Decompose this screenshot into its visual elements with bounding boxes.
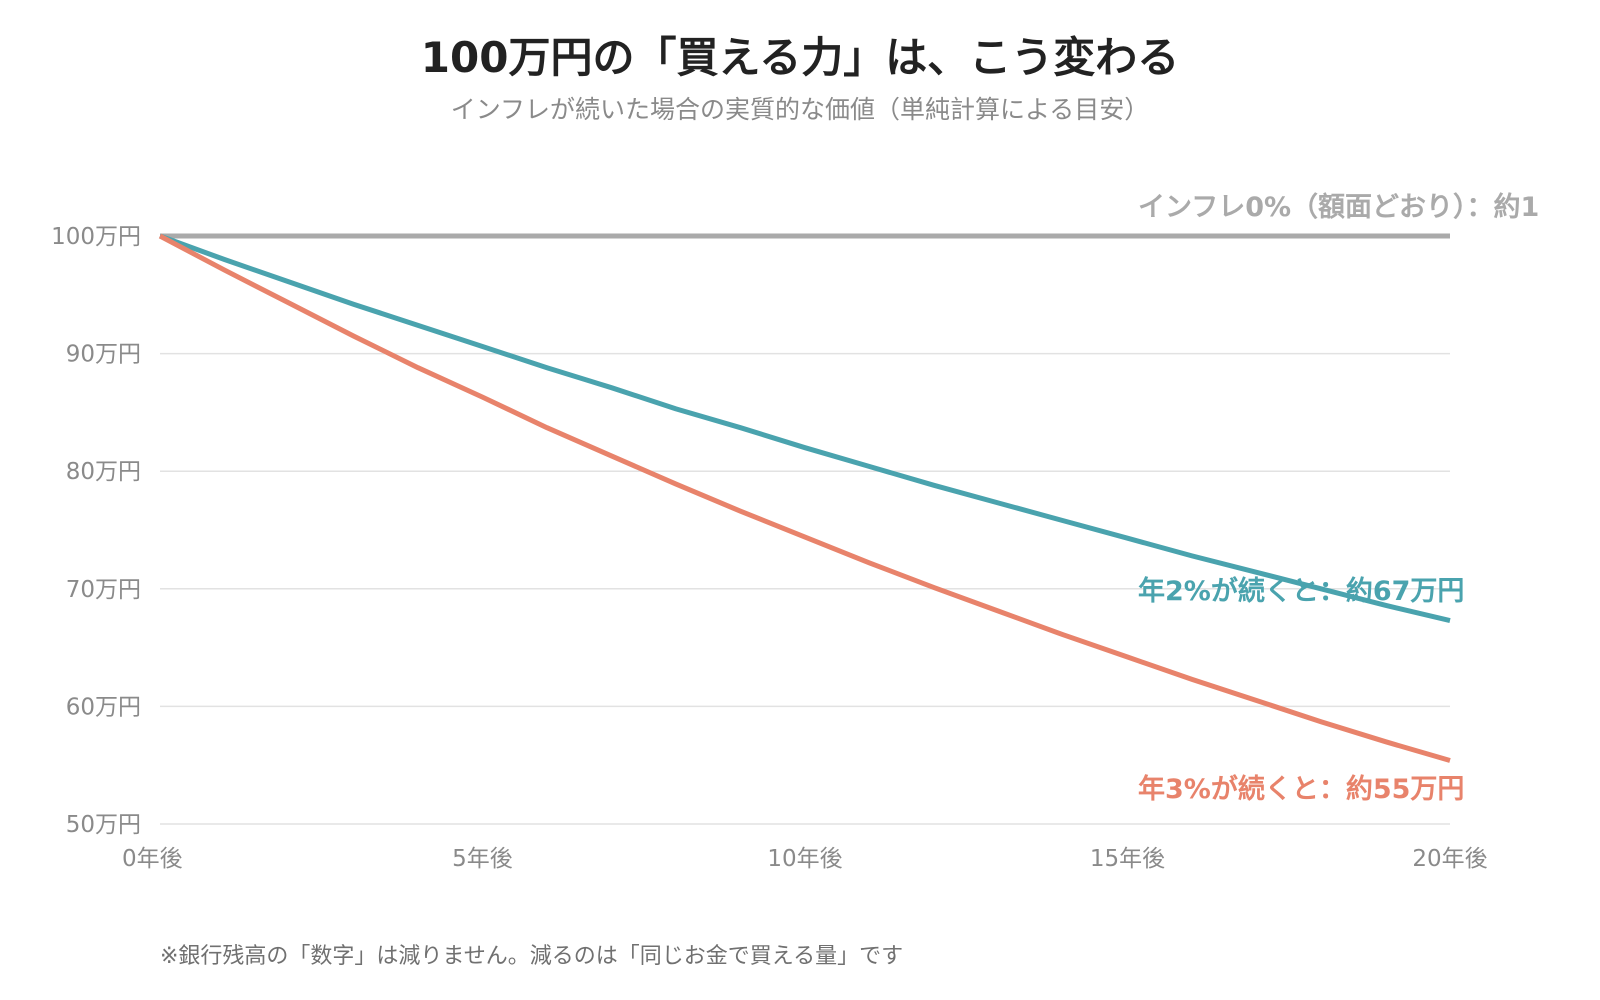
x-tick-label: 5年後 — [452, 846, 513, 872]
y-tick-label: 70万円 — [66, 577, 141, 603]
x-tick-label: 0年後 — [122, 846, 183, 872]
chart-subtitle: インフレが続いた場合の実質的な価値（単純計算による目安） — [450, 95, 1150, 124]
x-tick-label: 15年後 — [1090, 846, 1165, 872]
chart-title: 100万円の「買える力」は、こう変わる — [420, 33, 1180, 82]
x-tick-label: 20年後 — [1412, 846, 1487, 872]
series-label: インフレ0%（額面どおり）：約1 — [1138, 191, 1539, 223]
x-tick-label: 10年後 — [767, 846, 842, 872]
y-tick-label: 50万円 — [66, 812, 141, 838]
series-line — [158, 233, 1451, 763]
series-label: 年3%が続くと：約55万円 — [1138, 773, 1464, 805]
y-tick-label: 80万円 — [66, 459, 141, 485]
y-tick-label: 90万円 — [66, 342, 141, 368]
series-line — [159, 233, 1451, 624]
y-tick-label: 60万円 — [66, 694, 141, 720]
y-tick-label: 100万円 — [51, 224, 141, 250]
footnote: ※銀行残高の「数字」は減りません。減るのは「同じお金で買える量」です — [160, 944, 904, 969]
series-label: 年2%が続くと：約67万円 — [1138, 575, 1464, 607]
